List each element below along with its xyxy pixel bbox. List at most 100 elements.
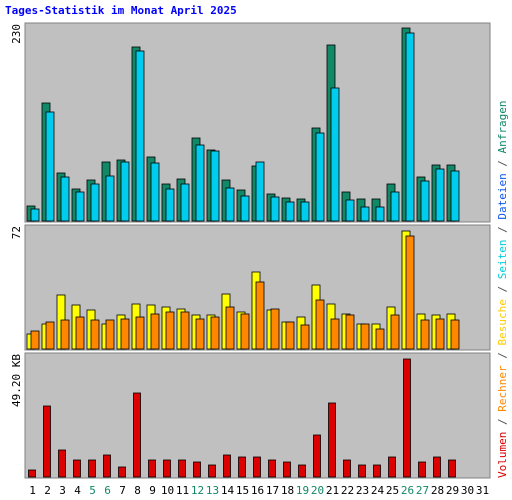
x-tick-label-day-23: 23: [356, 484, 369, 497]
x-axis-day-labels: 1 2 3 4 5 6 7 8 9 10 11 12 13 14 15 16 17 18 19 20 21 22 23 24 2…: [29, 484, 489, 497]
bar-seiten-day-23: [360, 206, 370, 222]
chart-panels: [24, 22, 491, 479]
x-tick-label-day-4: 4: [74, 484, 81, 497]
x-tick-label-day-3: 3: [59, 484, 66, 497]
bar-seiten-day-14: [225, 187, 235, 222]
bar-volumen-day-4: [73, 459, 81, 478]
bar-seiten-day-12: [195, 144, 205, 222]
bar-rechner-day-22: [345, 314, 355, 350]
bar-rechner-day-1: [30, 330, 40, 350]
bar-seiten-day-5: [90, 183, 100, 222]
bar-volumen-day-1: [28, 469, 36, 478]
bar-rechner-day-27: [420, 319, 430, 350]
bar-rechner-day-3: [60, 319, 70, 350]
bar-volumen-day-12: [193, 461, 201, 478]
x-tick-label-day-22: 22: [341, 484, 354, 497]
bar-seiten-day-28: [435, 168, 445, 222]
bar-rechner-day-12: [195, 318, 205, 350]
bar-volumen-day-17: [268, 459, 276, 478]
bar-seiten-day-29: [450, 170, 460, 222]
legend-part-6: Seiten: [496, 240, 509, 280]
bar-seiten-day-1: [30, 208, 40, 222]
bar-volumen-day-21: [328, 402, 336, 478]
legend-part-5: /: [496, 279, 509, 299]
legend-text: Volumen / Rechner / Besuche / Seiten / D…: [496, 100, 509, 478]
x-tick-label-day-26: 26: [401, 484, 414, 497]
bar-seiten-day-27: [420, 180, 430, 222]
x-tick-label-day-21: 21: [326, 484, 339, 497]
x-tick-label-day-12: 12: [191, 484, 204, 497]
bar-rechner-day-18: [285, 321, 295, 350]
y-axis-labels: 230 72 49.20 KB: [10, 24, 23, 407]
bar-seiten-day-24: [375, 206, 385, 222]
bar-seiten-day-25: [390, 191, 400, 222]
x-tick-label-day-28: 28: [431, 484, 444, 497]
bar-seiten-day-19: [300, 201, 310, 222]
bar-volumen-day-5: [88, 459, 96, 478]
bar-rechner-day-28: [435, 318, 445, 350]
legend-part-10: Anfragen: [496, 100, 509, 153]
series-legend: Volumen / Rechner / Besuche / Seiten / D…: [496, 100, 509, 478]
bar-volumen-day-15: [238, 456, 246, 478]
bar-rechner-day-9: [150, 313, 160, 350]
bar-rechner-day-21: [330, 318, 340, 350]
x-tick-label-day-30: 30: [461, 484, 474, 497]
bar-seiten-day-16: [255, 161, 265, 222]
bar-rechner-day-17: [270, 308, 280, 350]
bar-seiten-day-13: [210, 150, 220, 222]
bar-seiten-day-17: [270, 196, 280, 222]
bar-seiten-day-3: [60, 176, 70, 222]
bar-rechner-day-23: [360, 323, 370, 350]
bar-volumen-day-10: [163, 459, 171, 478]
bar-seiten-day-2: [45, 111, 55, 222]
bar-volumen-day-23: [358, 464, 366, 478]
bar-rechner-day-29: [450, 319, 460, 350]
bar-rechner-day-20: [315, 299, 325, 350]
x-tick-label-day-6: 6: [104, 484, 111, 497]
bar-volumen-day-29: [448, 459, 456, 478]
legend-part-9: /: [496, 153, 509, 173]
x-tick-label-day-7: 7: [119, 484, 126, 497]
bar-seiten-day-26: [405, 32, 415, 222]
bar-rechner-day-13: [210, 316, 220, 350]
x-tick-label-day-20: 20: [311, 484, 324, 497]
bar-volumen-day-20: [313, 434, 321, 478]
bar-seiten-day-10: [165, 188, 175, 222]
bar-volumen-day-13: [208, 464, 216, 478]
bar-rechner-day-24: [375, 328, 385, 350]
bar-volumen-day-18: [283, 461, 291, 478]
bar-volumen-day-19: [298, 464, 306, 478]
bar-rechner-day-10: [165, 311, 175, 350]
bar-rechner-day-5: [90, 319, 100, 350]
bar-rechner-day-16: [255, 281, 265, 350]
bar-volumen-day-14: [223, 454, 231, 478]
bar-volumen-day-7: [118, 466, 126, 478]
bar-volumen-day-6: [103, 454, 111, 478]
bar-volumen-day-8: [133, 392, 141, 478]
x-tick-label-day-10: 10: [161, 484, 174, 497]
x-tick-label-day-16: 16: [251, 484, 264, 497]
bar-volumen-day-22: [343, 459, 351, 478]
bar-rechner-day-15: [240, 313, 250, 350]
bar-volumen-day-26: [403, 358, 411, 478]
bar-volumen-day-24: [373, 464, 381, 478]
x-tick-label-day-9: 9: [149, 484, 156, 497]
x-tick-label-day-17: 17: [266, 484, 279, 497]
bar-volumen-day-27: [418, 461, 426, 478]
bar-rechner-day-7: [120, 318, 130, 350]
bar-rechner-day-25: [390, 314, 400, 350]
y-max-label-middle: 72: [10, 226, 23, 239]
y-max-label-bottom: 49.20 KB: [10, 354, 23, 407]
x-tick-label-day-11: 11: [176, 484, 189, 497]
x-tick-label-day-15: 15: [236, 484, 249, 497]
bar-seiten-day-18: [285, 201, 295, 222]
x-tick-label-day-8: 8: [134, 484, 141, 497]
bar-rechner-day-4: [75, 316, 85, 350]
x-tick-label-day-18: 18: [281, 484, 294, 497]
bar-seiten-day-11: [180, 183, 190, 222]
bar-seiten-day-6: [105, 175, 115, 222]
x-tick-label-day-25: 25: [386, 484, 399, 497]
bar-volumen-day-9: [148, 459, 156, 478]
x-tick-label-day-13: 13: [206, 484, 219, 497]
